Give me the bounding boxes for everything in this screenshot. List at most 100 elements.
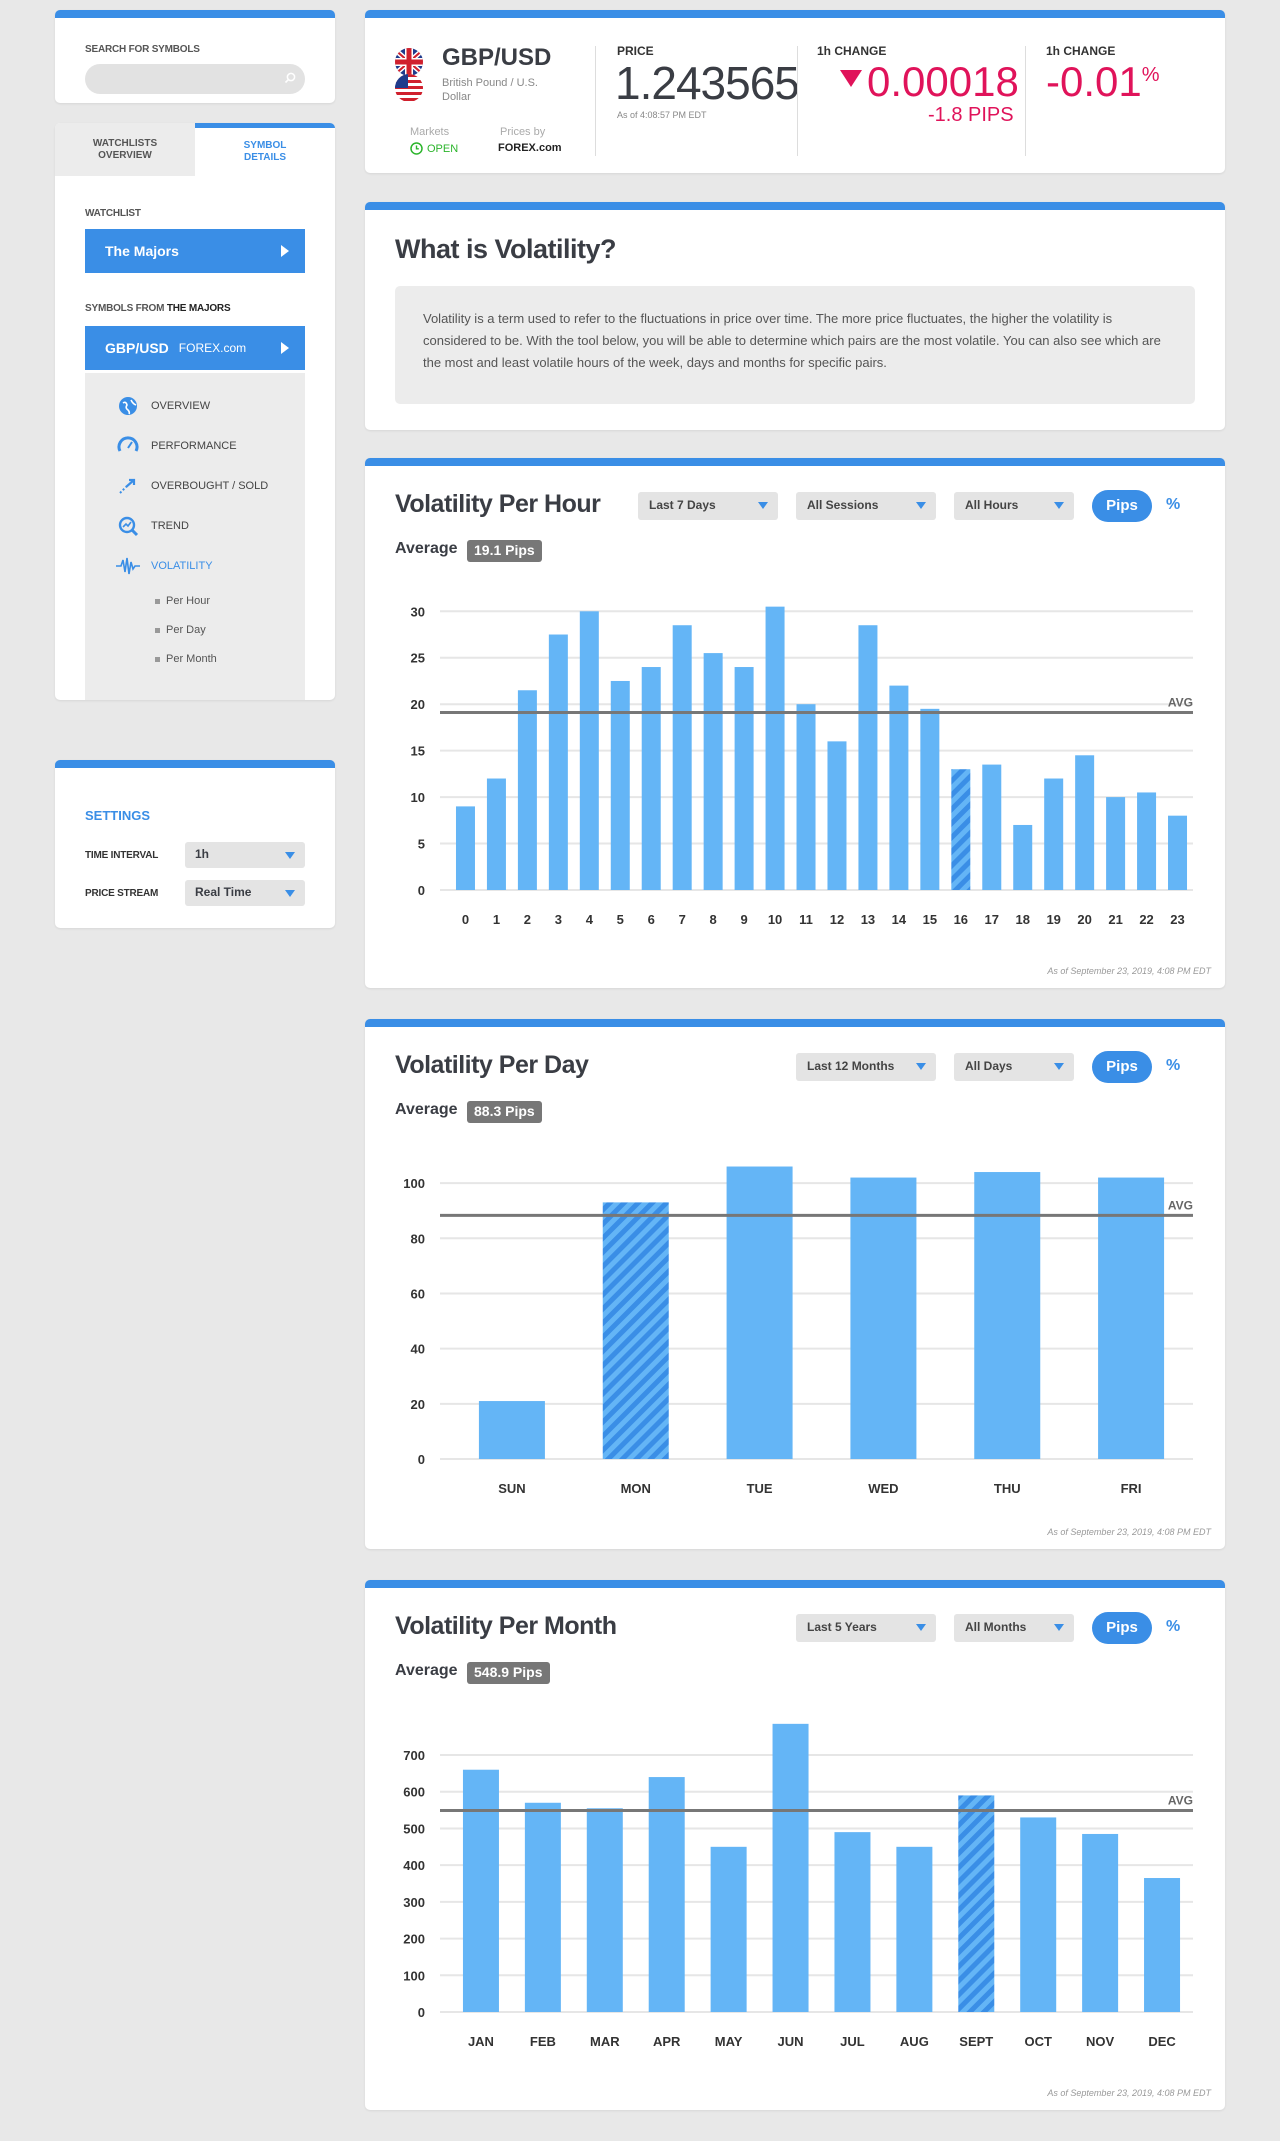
months-value: All Months: [965, 1620, 1027, 1634]
period-select[interactable]: Last 7 Days: [638, 492, 778, 520]
bar-23[interactable]: [1168, 815, 1188, 890]
x-tick-label: FEB: [530, 2034, 556, 2049]
percent-toggle[interactable]: %: [1166, 496, 1181, 513]
bar-oct[interactable]: [1020, 1817, 1057, 2012]
bar-18[interactable]: [1013, 824, 1033, 890]
menu-item-performance[interactable]: PERFORMANCE: [115, 433, 237, 459]
bar-17[interactable]: [982, 764, 1002, 890]
bar-aug[interactable]: [896, 1846, 933, 2012]
menu-label: TREND: [151, 520, 189, 532]
price-value: 1.243565: [615, 57, 800, 109]
x-tick-label: 6: [648, 912, 655, 927]
x-tick-label: 17: [985, 912, 999, 927]
percent-toggle[interactable]: %: [1166, 1057, 1181, 1074]
bar-4[interactable]: [579, 611, 599, 890]
caret-right-icon: [281, 245, 289, 257]
bar-7[interactable]: [672, 625, 692, 890]
y-tick-label: 100: [403, 1968, 425, 1983]
bar-feb[interactable]: [524, 1802, 561, 2012]
symbols-label: SYMBOLS FROM THE MAJORS: [85, 303, 231, 314]
bar-may[interactable]: [710, 1846, 747, 2012]
bar-20[interactable]: [1075, 755, 1095, 890]
bar-wed[interactable]: [850, 1177, 917, 1459]
x-tick-label: THU: [994, 1481, 1021, 1496]
x-tick-label: APR: [653, 2034, 681, 2049]
menu-item-overview[interactable]: OVERVIEW: [115, 393, 210, 419]
bar-13[interactable]: [858, 625, 878, 890]
bar-6[interactable]: [641, 667, 661, 890]
bar-10[interactable]: [765, 606, 785, 890]
time-interval-select[interactable]: 1h: [185, 842, 305, 868]
watchlist-select[interactable]: The Majors: [85, 229, 305, 273]
menu-item-trend[interactable]: TREND: [115, 513, 189, 539]
bar-fri[interactable]: [1098, 1177, 1165, 1459]
bar-21[interactable]: [1106, 797, 1126, 890]
tab-symbol-details[interactable]: SYMBOL DETAILS: [195, 123, 335, 176]
bar-15[interactable]: [920, 708, 940, 890]
session-select[interactable]: All Sessions: [796, 492, 936, 520]
clock-icon: [410, 142, 423, 155]
bar-nov[interactable]: [1082, 1833, 1119, 2012]
bar-sun[interactable]: [478, 1401, 545, 1459]
volatility-per-day-card: Volatility Per Day Last 12 Months All Da…: [365, 1019, 1225, 1549]
percent-toggle[interactable]: %: [1166, 1618, 1181, 1635]
bar-11[interactable]: [796, 704, 816, 890]
bar-apr[interactable]: [648, 1777, 685, 2012]
quote-pair: GBP/USD: [442, 44, 552, 71]
bar-3[interactable]: [548, 634, 568, 890]
bar-19[interactable]: [1044, 778, 1064, 890]
bar-jul[interactable]: [834, 1832, 871, 2012]
bar-14[interactable]: [889, 685, 909, 890]
bar-12[interactable]: [827, 741, 847, 890]
bar-jan[interactable]: [462, 1769, 499, 2012]
bar-dec[interactable]: [1144, 1878, 1181, 2012]
y-tick-label: 25: [411, 651, 425, 666]
period-select[interactable]: Last 12 Months: [796, 1053, 936, 1081]
bar-1[interactable]: [486, 778, 506, 890]
x-tick-label: MAY: [715, 2034, 743, 2049]
pips-toggle[interactable]: Pips: [1092, 1051, 1152, 1083]
submenu-per-month[interactable]: Per Month: [155, 653, 217, 665]
period-select[interactable]: Last 5 Years: [796, 1614, 936, 1642]
pips-toggle[interactable]: Pips: [1092, 1612, 1152, 1644]
bar-thu[interactable]: [974, 1172, 1041, 1459]
x-tick-label: 22: [1139, 912, 1153, 927]
bar-16[interactable]: [951, 769, 971, 890]
volatility-per-month-card: Volatility Per Month Last 5 Years All Mo…: [365, 1580, 1225, 2110]
symbol-source: FOREX.com: [178, 341, 247, 355]
pct-change-value: -0.01%: [1046, 58, 1160, 106]
bar-0[interactable]: [455, 806, 475, 890]
tab-watchlists-overview[interactable]: WATCHLISTS OVERVIEW: [55, 123, 195, 176]
menu-item-volatility[interactable]: VOLATILITY: [115, 553, 213, 579]
tab-label: SYMBOL DETAILS: [243, 140, 287, 163]
x-tick-label: 21: [1108, 912, 1122, 927]
submenu-per-hour[interactable]: Per Hour: [155, 595, 210, 607]
bar-jun[interactable]: [772, 1723, 809, 2012]
months-select[interactable]: All Months: [954, 1614, 1074, 1642]
search-input[interactable]: [85, 64, 305, 94]
symbol-select[interactable]: GBP/USD FOREX.com: [85, 326, 305, 370]
price-stream-select[interactable]: Real Time: [185, 880, 305, 906]
bar-tue[interactable]: [726, 1166, 793, 1459]
bar-mar[interactable]: [586, 1808, 623, 2012]
bar-mon[interactable]: [602, 1202, 669, 1459]
symbol-submenu: OVERVIEW PERFORMANCE OVERBOUGHT / SOLD T…: [85, 373, 305, 700]
bar-22[interactable]: [1137, 792, 1157, 890]
chart-timestamp: As of September 23, 2019, 4:08 PM EDT: [1047, 2088, 1211, 2098]
bar-9[interactable]: [734, 667, 754, 890]
pips-toggle[interactable]: Pips: [1092, 490, 1152, 522]
bar-5[interactable]: [610, 680, 630, 890]
submenu-per-day[interactable]: Per Day: [155, 624, 206, 636]
menu-label: PERFORMANCE: [151, 440, 237, 452]
hours-select[interactable]: All Hours: [954, 492, 1074, 520]
bar-8[interactable]: [703, 653, 723, 890]
x-tick-label: 8: [710, 912, 717, 927]
bar-sept[interactable]: [958, 1795, 995, 2012]
days-select[interactable]: All Days: [954, 1053, 1074, 1081]
x-tick-label: DEC: [1148, 2034, 1176, 2049]
menu-item-overbought-sold[interactable]: OVERBOUGHT / SOLD: [115, 473, 268, 499]
bar-2[interactable]: [517, 690, 537, 890]
x-tick-label: 19: [1046, 912, 1060, 927]
what-title: What is Volatility?: [395, 234, 617, 264]
